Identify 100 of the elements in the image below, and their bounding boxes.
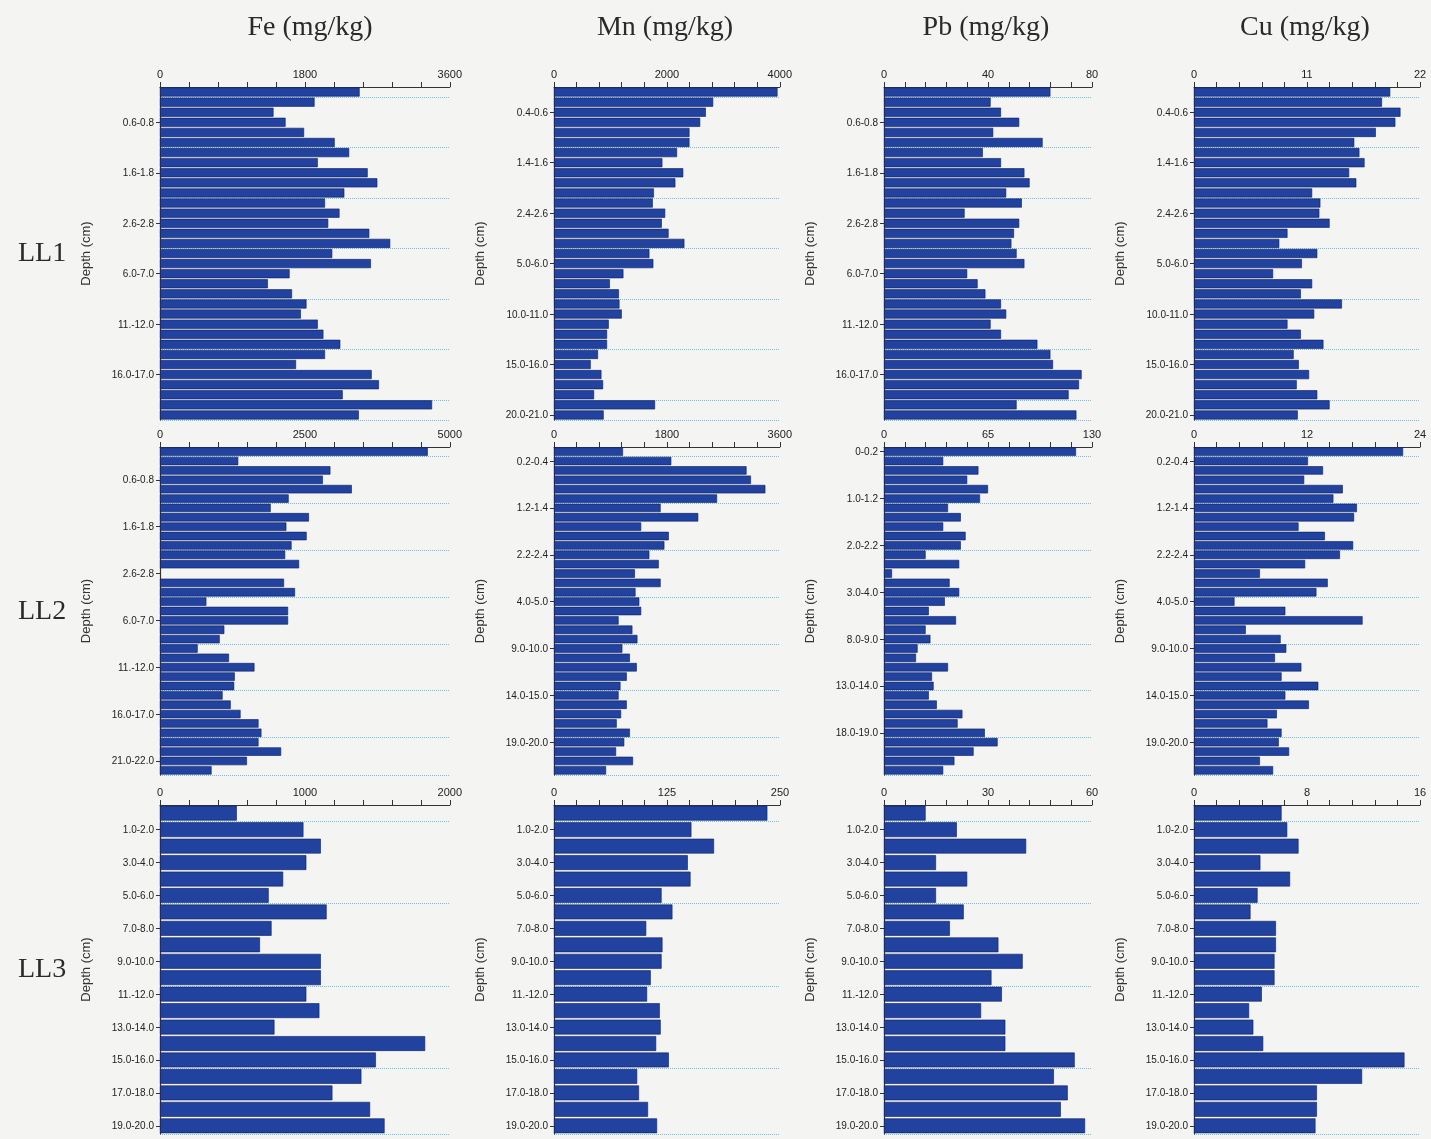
- y-tick-label: 10.0-11.0: [1146, 308, 1189, 320]
- y-tick-label: 1.6-1.8: [846, 167, 879, 179]
- y-axis-title: Depth (cm): [802, 221, 817, 286]
- y-axis-title: Depth (cm): [472, 937, 487, 1002]
- y-tick-label: 11.-12.0: [842, 318, 879, 330]
- y-tick-label: 9.0-10.0: [1151, 955, 1189, 967]
- y-tick-label: 5.0-6.0: [516, 889, 549, 901]
- y-tick-label: 19.0-20.0: [111, 1120, 155, 1132]
- y-tick-label: 0.6-0.8: [122, 116, 155, 128]
- y-tick-label: 13.0-14.0: [835, 1021, 879, 1033]
- y-tick-label: 0.6-0.8: [122, 474, 155, 486]
- y-tick-label: 13.0-14.0: [1145, 1021, 1189, 1033]
- y-tick-label: 11.-12.0: [118, 318, 155, 330]
- x-tick-label: 0: [550, 785, 558, 798]
- y-tick-label: 1.4-1.6: [516, 157, 549, 169]
- y-tick-label: 5.0-6.0: [1156, 258, 1189, 270]
- y-axis-title: Depth (cm): [1112, 578, 1127, 644]
- y-tick-label: 16.0-17.0: [111, 369, 155, 381]
- y-tick-label: 0.4-0.6: [516, 106, 549, 118]
- x-tick-label: 2500: [292, 427, 318, 440]
- y-tick-label: 11.-12.0: [118, 661, 155, 673]
- y-tick-label: 17.0-18.0: [835, 1087, 879, 1099]
- x-tick-label: 4000: [767, 67, 793, 80]
- x-tick-label: 40: [981, 67, 995, 80]
- x-tick-label: 1800: [654, 427, 680, 440]
- chart-title: Pb (mg/kg): [922, 9, 1050, 41]
- y-tick-label: 1.6-1.8: [122, 167, 155, 179]
- y-tick-label: 15.0-16.0: [111, 1054, 155, 1066]
- x-tick-label: 0: [1190, 785, 1198, 798]
- y-tick-label: 17.0-18.0: [111, 1087, 155, 1099]
- y-axis-title: Depth (cm): [78, 937, 93, 1002]
- y-tick-label: 14.0-15.0: [505, 689, 549, 701]
- x-tick-label: 0: [1190, 427, 1198, 440]
- x-tick-label: 250: [770, 785, 790, 798]
- x-tick-label: 125: [657, 785, 677, 798]
- x-tick-label: 16: [1413, 785, 1427, 798]
- y-tick-label: 4.0-5.0: [516, 596, 549, 608]
- y-tick-label: 0.2-0.4: [1156, 455, 1189, 467]
- y-tick-label: 3.0-4.0: [1156, 857, 1189, 869]
- y-axis-title: Depth (cm): [78, 221, 93, 286]
- x-tick-label: 80: [1085, 67, 1099, 80]
- y-axis-title: Depth (cm): [472, 578, 487, 644]
- y-tick-label: 14.0-15.0: [1145, 689, 1189, 701]
- y-tick-label: 2.6-2.8: [122, 568, 155, 580]
- y-tick-label: 2.6-2.8: [846, 217, 879, 229]
- y-tick-label: 2.4-2.6: [516, 207, 549, 219]
- y-tick-label: 11.-12.0: [118, 988, 155, 1000]
- y-tick-label: 1.2-1.4: [516, 502, 549, 514]
- y-tick-label: 3.0-4.0: [846, 586, 879, 598]
- y-axis-title: Depth (cm): [1112, 937, 1127, 1002]
- chart-title: Mn (mg/kg): [596, 9, 734, 41]
- y-tick-label: 5.0-6.0: [1156, 889, 1189, 901]
- x-tick-label: 0: [880, 67, 888, 80]
- chart-title: Cu (mg/kg): [1240, 9, 1370, 41]
- y-axis-title: Depth (cm): [78, 578, 93, 644]
- text: LL1: [18, 236, 67, 267]
- x-tick-label: 130: [1082, 427, 1102, 440]
- y-axis-title: Depth (cm): [802, 578, 817, 644]
- x-tick-label: 0: [1190, 67, 1198, 80]
- y-tick-label: 7.0-8.0: [846, 922, 879, 934]
- y-tick-label: 19.0-20.0: [1145, 1120, 1189, 1132]
- y-tick-label: 1.2-1.4: [1156, 502, 1189, 514]
- x-tick-label: 0: [156, 427, 164, 440]
- chart-title: Fe (mg/kg): [247, 9, 373, 41]
- x-tick-label: 3600: [437, 67, 463, 80]
- y-tick-label: 16.0-17.0: [111, 708, 155, 720]
- y-tick-label: 3.0-4.0: [846, 857, 879, 869]
- y-tick-label: 3.0-4.0: [516, 857, 549, 869]
- y-tick-label: 8.0-9.0: [846, 633, 879, 645]
- y-tick-label: 13.0-14.0: [835, 680, 879, 692]
- y-tick-label: 15.0-16.0: [1145, 1054, 1189, 1066]
- y-tick-label: 6.0-7.0: [122, 268, 155, 280]
- y-tick-label: 0.2-0.4: [516, 455, 549, 467]
- y-tick-label: 15.0-16.0: [505, 1054, 549, 1066]
- x-tick-label: 0: [880, 427, 888, 440]
- y-tick-label: 6.0-7.0: [122, 614, 155, 626]
- y-tick-label: 0.4-0.6: [1156, 106, 1189, 118]
- y-tick-label: 11.-12.0: [842, 988, 879, 1000]
- y-tick-label: 9.0-10.0: [117, 955, 155, 967]
- y-tick-label: 7.0-8.0: [516, 922, 549, 934]
- y-tick-label: 1.6-1.8: [122, 521, 155, 533]
- x-tick-label: 0: [880, 785, 888, 798]
- y-tick-label: 1.0-2.0: [516, 824, 549, 836]
- y-tick-label: 15.0-16.0: [1145, 359, 1189, 370]
- y-tick-label: 1.0-2.0: [1156, 824, 1189, 836]
- x-tick-label: 0: [156, 785, 164, 798]
- y-tick-label: 9.0-10.0: [511, 955, 549, 967]
- y-tick-label: 20.0-21.0: [1145, 409, 1189, 421]
- y-tick-label: 9.0-10.0: [841, 955, 879, 967]
- y-tick-label: 2.4-2.6: [1156, 207, 1189, 219]
- y-tick-label: 7.0-8.0: [1156, 922, 1189, 934]
- y-tick-label: 0-0.2: [855, 446, 879, 458]
- y-tick-label: 3.0-4.0: [122, 857, 155, 869]
- y-tick-label: 2.2-2.4: [1156, 549, 1189, 561]
- x-tick-label: 0: [550, 67, 558, 80]
- y-tick-label: 5.0-6.0: [516, 258, 549, 270]
- x-tick-label: 0: [550, 427, 558, 440]
- y-tick-label: 7.0-8.0: [122, 922, 155, 934]
- y-tick-label: 6.0-7.0: [846, 268, 879, 280]
- y-tick-label: 17.0-18.0: [505, 1087, 549, 1099]
